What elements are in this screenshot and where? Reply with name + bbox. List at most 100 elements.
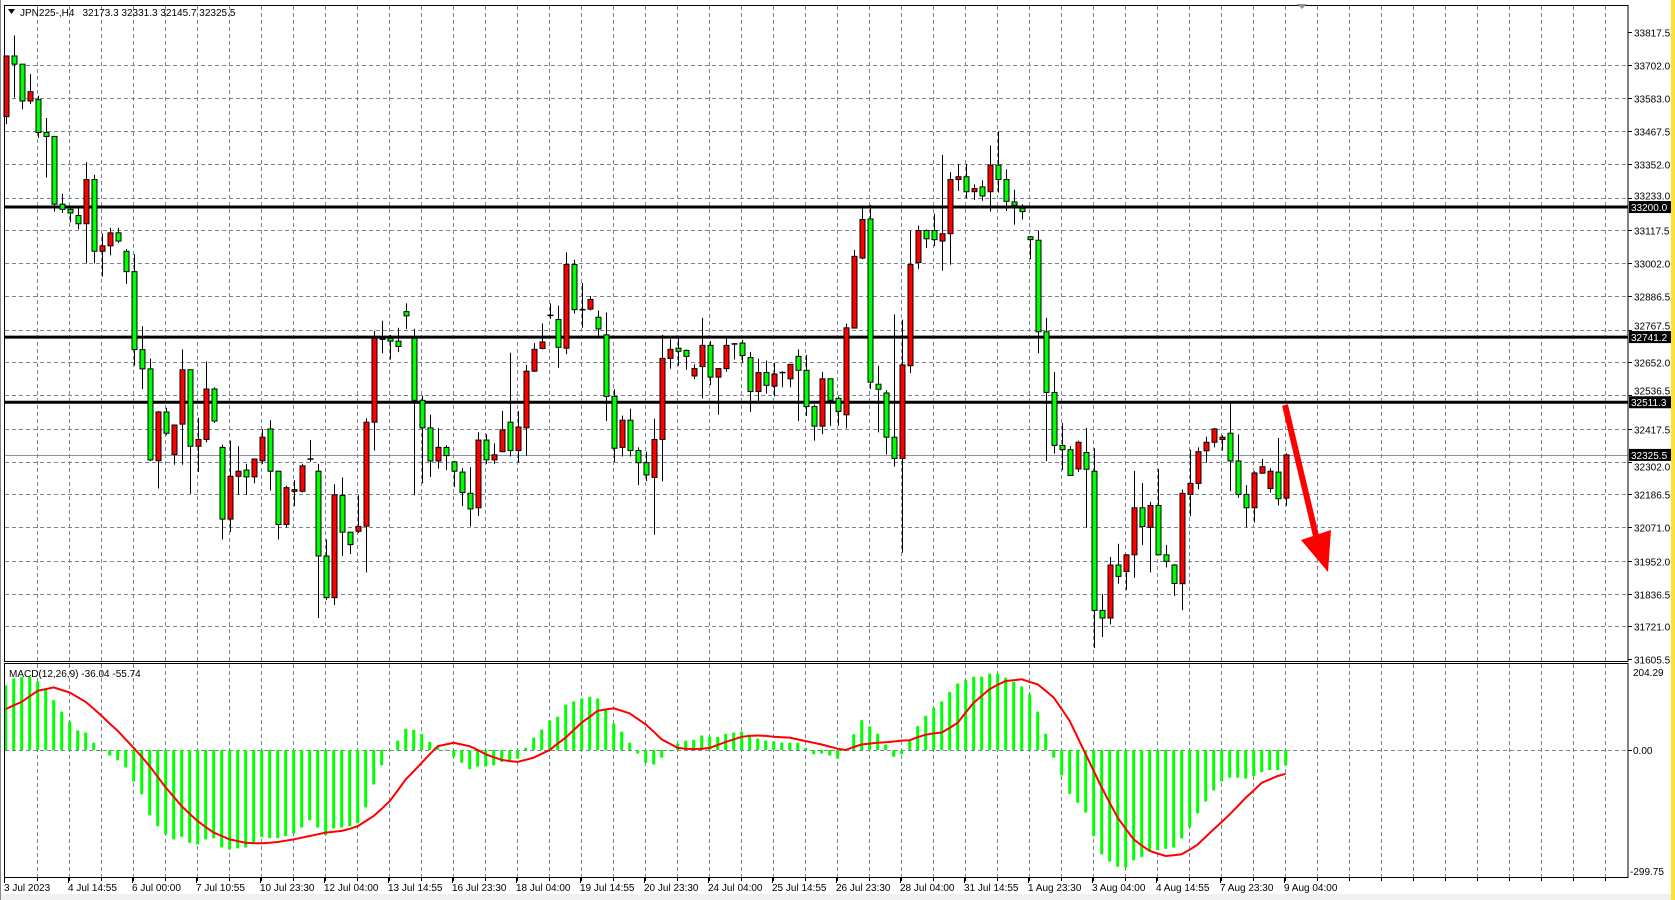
macd-histogram-bar: [1212, 750, 1216, 791]
macd-histogram-bar: [284, 750, 288, 837]
macd-histogram-bar: [60, 711, 64, 750]
candle-body-bear: [267, 428, 274, 472]
candle-body-bull: [859, 219, 866, 259]
candle: [11, 35, 18, 98]
macd-label: MACD(12,26,9) -36.04 -55.74: [9, 669, 141, 680]
candle: [899, 319, 906, 553]
candle-body-bull: [491, 454, 498, 461]
candle: [19, 63, 26, 110]
macd-histogram-bar: [812, 750, 816, 755]
time-label: 3 Jul 2023: [4, 883, 51, 894]
candle-body-bull: [1251, 472, 1258, 509]
candle-body-bear: [323, 555, 330, 599]
candle: [795, 349, 802, 422]
price-axis[interactable]: 33817.5 33702.0 33583.0 33467.5 33352.0 33233…: [1628, 29, 1671, 751]
candle: [699, 317, 706, 399]
candle-body-bear: [75, 215, 82, 225]
candle-body-bull: [659, 357, 666, 440]
candle: [1131, 470, 1138, 578]
candle-body-bear: [91, 179, 98, 252]
macd-histogram-bar: [308, 750, 312, 821]
candle: [267, 420, 274, 491]
price-tick-label: 32886.5: [1634, 293, 1671, 304]
time-axis[interactable]: 3 Jul 2023 4 Jul 14:55 6 Jul 00:00 7 Jul 10…: [4, 878, 1606, 894]
red-down-arrow-annotation[interactable]: [1282, 404, 1331, 572]
candle-body-bear: [1227, 432, 1234, 462]
candle: [515, 410, 522, 463]
candle-body-bear: [891, 436, 898, 459]
candle: [171, 424, 178, 465]
macd-indicator: [4, 673, 1288, 868]
macd-pane-frame: [4, 663, 1629, 878]
macd-histogram-bar: [460, 750, 464, 763]
candle: [1139, 483, 1146, 545]
macd-histogram-bar: [364, 750, 368, 808]
macd-histogram-bar: [1172, 750, 1176, 848]
macd-histogram-bar: [108, 750, 112, 756]
macd-histogram-bar: [356, 750, 360, 824]
macd-histogram-bar: [748, 736, 752, 750]
price-tick-label: 33002.0: [1634, 260, 1671, 271]
candle-body-bear: [1235, 460, 1242, 495]
candle: [955, 163, 962, 191]
candle-body-bear: [835, 397, 842, 412]
candle-body-bear: [1115, 564, 1122, 577]
triangle-down-icon[interactable]: [8, 9, 15, 14]
macd-histogram-bar: [1100, 750, 1104, 855]
candle-body-bull: [723, 344, 730, 370]
candle-body-bear: [883, 392, 890, 438]
time-label: 9 Aug 04:00: [1284, 883, 1338, 894]
macd-histogram-bar: [948, 692, 952, 750]
candle: [971, 184, 978, 200]
candle: [947, 172, 954, 265]
macd-histogram-bar: [1124, 750, 1128, 868]
candle-body-bull: [331, 494, 338, 599]
candle: [499, 410, 506, 453]
candle: [235, 446, 242, 495]
chart-shift-marker-icon[interactable]: [1297, 4, 1307, 9]
candle: [99, 233, 106, 277]
horizontal-levels[interactable]: [5, 205, 1628, 456]
candle: [979, 180, 986, 201]
macd-histogram-bar: [548, 720, 552, 750]
macd-histogram-bar: [964, 680, 968, 750]
macd-histogram-bar: [1220, 750, 1224, 782]
macd-histogram-bar: [324, 750, 328, 836]
time-label: 4 Jul 14:55: [68, 883, 117, 894]
price-tick-label: 31721.0: [1634, 623, 1671, 634]
macd-histogram-bar: [380, 750, 384, 766]
candle: [443, 445, 450, 471]
macd-histogram-bar: [564, 704, 568, 750]
candle: [875, 365, 882, 433]
macd-histogram-bar: [620, 731, 624, 750]
macd-histogram-bar: [436, 746, 440, 750]
candle-body-bear: [595, 316, 602, 330]
macd-histogram-bar: [1268, 750, 1272, 771]
macd-histogram-bar: [500, 750, 504, 762]
time-label: 18 Jul 04:00: [516, 883, 571, 894]
macd-histogram-bar: [580, 698, 584, 750]
candle: [1099, 593, 1106, 638]
candle-body-bull: [1179, 492, 1186, 585]
candle: [667, 339, 674, 369]
candle: [467, 467, 474, 527]
candle-body-bear: [139, 349, 146, 370]
candle: [339, 477, 346, 556]
macd-histogram-bar: [540, 729, 544, 750]
macd-histogram-bar: [988, 673, 992, 750]
candle: [635, 447, 642, 486]
candle: [1059, 423, 1066, 471]
time-label: 26 Jul 23:30: [836, 883, 891, 894]
candle-body-bear: [1155, 505, 1162, 556]
candle: [299, 463, 306, 493]
candle-body-bear: [683, 349, 690, 357]
candle-body-bear: [555, 319, 562, 348]
macd-histogram-bar: [1116, 750, 1120, 867]
candle: [491, 443, 498, 464]
candle-body-bear: [643, 462, 650, 476]
macd-histogram-bar: [348, 750, 352, 827]
candle-body-bull: [939, 233, 946, 242]
time-label: 12 Jul 04:00: [324, 883, 379, 894]
macd-histogram-bar: [468, 750, 472, 770]
